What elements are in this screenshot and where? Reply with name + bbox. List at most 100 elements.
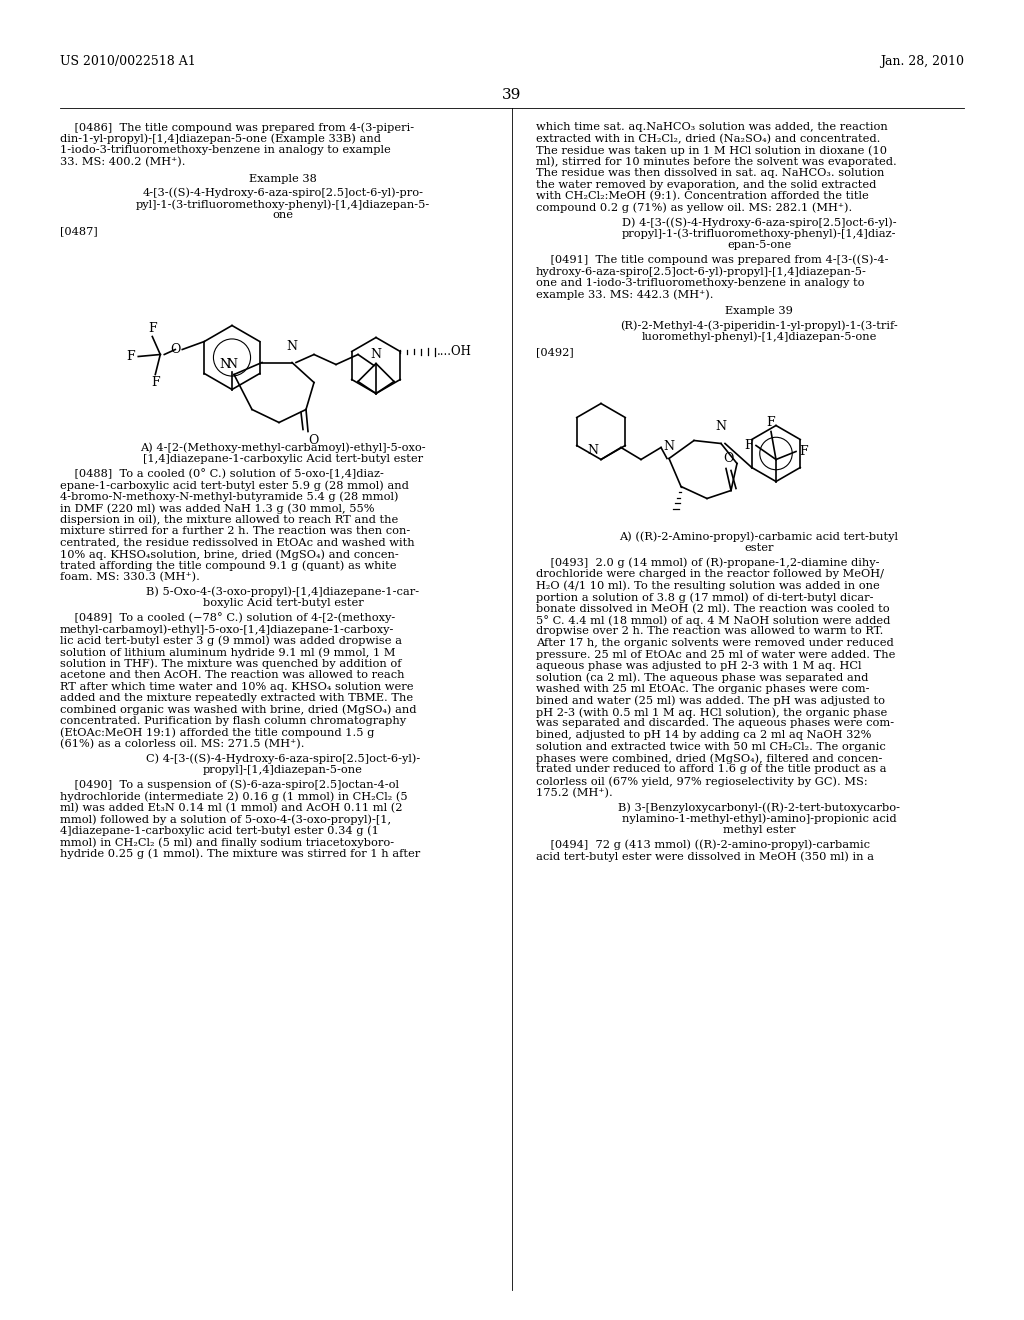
Text: which time sat. aq.NaHCO₃ solution was added, the reaction: which time sat. aq.NaHCO₃ solution was a… (536, 121, 888, 132)
Text: The residue was taken up in 1 M HCl solution in dioxane (10: The residue was taken up in 1 M HCl solu… (536, 145, 887, 156)
Text: C) 4-[3-((S)-4-Hydroxy-6-aza-spiro[2.5]oct-6-yl)-: C) 4-[3-((S)-4-Hydroxy-6-aza-spiro[2.5]o… (145, 754, 420, 764)
Text: nylamino-1-methyl-ethyl)-amino]-propionic acid: nylamino-1-methyl-ethyl)-amino]-propioni… (622, 813, 896, 824)
Text: methyl ester: methyl ester (723, 825, 796, 836)
Text: hydroxy-6-aza-spiro[2.5]oct-6-yl)-propyl]-[1,4]diazepan-5-: hydroxy-6-aza-spiro[2.5]oct-6-yl)-propyl… (536, 267, 867, 277)
Text: epane-1-carboxylic acid tert-butyl ester 5.9 g (28 mmol) and: epane-1-carboxylic acid tert-butyl ester… (60, 480, 409, 491)
Text: the water removed by evaporation, and the solid extracted: the water removed by evaporation, and th… (536, 180, 877, 190)
Text: After 17 h, the organic solvents were removed under reduced: After 17 h, the organic solvents were re… (536, 638, 894, 648)
Text: The residue was then dissolved in sat. aq. NaHCO₃. solution: The residue was then dissolved in sat. a… (536, 168, 885, 178)
Text: [1,4]diazepane-1-carboxylic Acid tert-butyl ester: [1,4]diazepane-1-carboxylic Acid tert-bu… (143, 454, 423, 465)
Text: trated under reduced to afford 1.6 g of the title product as a: trated under reduced to afford 1.6 g of … (536, 764, 887, 775)
Text: portion a solution of 3.8 g (17 mmol) of di-tert-butyl dicar-: portion a solution of 3.8 g (17 mmol) of… (536, 591, 873, 602)
Text: example 33. MS: 442.3 (MH⁺).: example 33. MS: 442.3 (MH⁺). (536, 289, 714, 300)
Text: pyl]-1-(3-trifluoromethoxy-phenyl)-[1,4]diazepan-5-: pyl]-1-(3-trifluoromethoxy-phenyl)-[1,4]… (136, 199, 430, 210)
Text: drochloride were charged in the reactor followed by MeOH/: drochloride were charged in the reactor … (536, 569, 884, 579)
Text: 4-[3-((S)-4-Hydroxy-6-aza-spiro[2.5]oct-6-yl)-pro-: 4-[3-((S)-4-Hydroxy-6-aza-spiro[2.5]oct-… (142, 187, 424, 198)
Text: F: F (767, 416, 775, 429)
Text: Example 38: Example 38 (249, 174, 317, 183)
Text: epan-5-one: epan-5-one (727, 240, 792, 249)
Text: (EtOAc:MeOH 19:1) afforded the title compound 1.5 g: (EtOAc:MeOH 19:1) afforded the title com… (60, 727, 375, 738)
Text: din-1-yl-propyl)-[1,4]diazepan-5-one (Example 33B) and: din-1-yl-propyl)-[1,4]diazepan-5-one (Ex… (60, 133, 381, 144)
Text: A) ((R)-2-Amino-propyl)-carbamic acid tert-butyl: A) ((R)-2-Amino-propyl)-carbamic acid te… (620, 532, 898, 543)
Text: (61%) as a colorless oil. MS: 271.5 (MH⁺).: (61%) as a colorless oil. MS: 271.5 (MH⁺… (60, 739, 304, 750)
Text: one: one (272, 210, 294, 220)
Text: phases were combined, dried (MgSO₄), filtered and concen-: phases were combined, dried (MgSO₄), fil… (536, 752, 883, 763)
Text: [0486]  The title compound was prepared from 4-(3-piperi-: [0486] The title compound was prepared f… (60, 121, 414, 132)
Text: mixture stirred for a further 2 h. The reaction was then con-: mixture stirred for a further 2 h. The r… (60, 525, 411, 536)
Text: [0491]  The title compound was prepared from 4-[3-((S)-4-: [0491] The title compound was prepared f… (536, 255, 889, 265)
Text: N: N (226, 358, 238, 371)
Text: N: N (664, 441, 675, 454)
Text: F: F (151, 376, 160, 389)
Text: propyl]-[1,4]diazepan-5-one: propyl]-[1,4]diazepan-5-one (203, 766, 362, 775)
Text: ml), stirred for 10 minutes before the solvent was evaporated.: ml), stirred for 10 minutes before the s… (536, 157, 897, 168)
Text: [0487]: [0487] (60, 226, 97, 236)
Text: washed with 25 ml EtOAc. The organic phases were com-: washed with 25 ml EtOAc. The organic pha… (536, 684, 869, 694)
Text: 39: 39 (503, 88, 521, 102)
Text: B) 5-Oxo-4-(3-oxo-propyl)-[1,4]diazepane-1-car-: B) 5-Oxo-4-(3-oxo-propyl)-[1,4]diazepane… (146, 586, 420, 597)
Text: bined and water (25 ml) was added. The pH was adjusted to: bined and water (25 ml) was added. The p… (536, 696, 885, 706)
Text: 1-iodo-3-trifluoromethoxy-benzene in analogy to example: 1-iodo-3-trifluoromethoxy-benzene in ana… (60, 145, 391, 154)
Text: combined organic was washed with brine, dried (MgSO₄) and: combined organic was washed with brine, … (60, 705, 417, 715)
Text: F: F (744, 440, 753, 451)
Text: acid tert-butyl ester were dissolved in MeOH (350 ml) in a: acid tert-butyl ester were dissolved in … (536, 851, 874, 862)
Text: ....OH: ....OH (437, 345, 472, 358)
Text: (R)-2-Methyl-4-(3-piperidin-1-yl-propyl)-1-(3-trif-: (R)-2-Methyl-4-(3-piperidin-1-yl-propyl)… (621, 319, 898, 330)
Text: Example 39: Example 39 (725, 306, 793, 317)
Text: O: O (308, 433, 318, 446)
Text: dispersion in oil), the mixture allowed to reach RT and the: dispersion in oil), the mixture allowed … (60, 515, 398, 525)
Text: N: N (587, 444, 598, 457)
Text: 33. MS: 400.2 (MH⁺).: 33. MS: 400.2 (MH⁺). (60, 157, 185, 166)
Text: centrated, the residue redissolved in EtOAc and washed with: centrated, the residue redissolved in Et… (60, 537, 415, 548)
Text: O: O (170, 343, 180, 356)
Text: solution of lithium aluminum hydride 9.1 ml (9 mmol, 1 M: solution of lithium aluminum hydride 9.1… (60, 647, 395, 657)
Text: pressure. 25 ml of EtOAc and 25 ml of water were added. The: pressure. 25 ml of EtOAc and 25 ml of wa… (536, 649, 895, 660)
Text: propyl]-1-(3-trifluoromethoxy-phenyl)-[1,4]diaz-: propyl]-1-(3-trifluoromethoxy-phenyl)-[1… (622, 228, 896, 239)
Text: extracted with in CH₂Cl₂, dried (Na₂SO₄) and concentrated.: extracted with in CH₂Cl₂, dried (Na₂SO₄)… (536, 133, 881, 144)
Text: [0493]  2.0 g (14 mmol) of (R)-propane-1,2-diamine dihy-: [0493] 2.0 g (14 mmol) of (R)-propane-1,… (536, 557, 880, 568)
Text: [0488]  To a cooled (0° C.) solution of 5-oxo-[1,4]diaz-: [0488] To a cooled (0° C.) solution of 5… (60, 469, 384, 479)
Text: compound 0.2 g (71%) as yellow oil. MS: 282.1 (MH⁺).: compound 0.2 g (71%) as yellow oil. MS: … (536, 202, 852, 213)
Text: foam. MS: 330.3 (MH⁺).: foam. MS: 330.3 (MH⁺). (60, 572, 200, 582)
Text: [0489]  To a cooled (−78° C.) solution of 4-[2-(methoxy-: [0489] To a cooled (−78° C.) solution of… (60, 612, 395, 623)
Text: boxylic Acid tert-butyl ester: boxylic Acid tert-butyl ester (203, 598, 364, 609)
Text: solution and extracted twice with 50 ml CH₂Cl₂. The organic: solution and extracted twice with 50 ml … (536, 742, 886, 751)
Text: RT after which time water and 10% aq. KHSO₄ solution were: RT after which time water and 10% aq. KH… (60, 681, 414, 692)
Text: ml) was added Et₃N 0.14 ml (1 mmol) and AcOH 0.11 ml (2: ml) was added Et₃N 0.14 ml (1 mmol) and … (60, 803, 402, 813)
Text: mmol) in CH₂Cl₂ (5 ml) and finally sodium triacetoxyboro-: mmol) in CH₂Cl₂ (5 ml) and finally sodiu… (60, 837, 394, 847)
Text: N: N (716, 421, 726, 433)
Text: [0492]: [0492] (536, 347, 573, 356)
Text: N: N (371, 347, 382, 360)
Text: mmol) followed by a solution of 5-oxo-4-(3-oxo-propyl)-[1,: mmol) followed by a solution of 5-oxo-4-… (60, 814, 391, 825)
Text: bined, adjusted to pH 14 by adding ca 2 ml aq NaOH 32%: bined, adjusted to pH 14 by adding ca 2 … (536, 730, 871, 741)
Text: with CH₂Cl₂:MeOH (9:1). Concentration afforded the title: with CH₂Cl₂:MeOH (9:1). Concentration af… (536, 191, 868, 202)
Text: 10% aq. KHSO₄solution, brine, dried (MgSO₄) and concen-: 10% aq. KHSO₄solution, brine, dried (MgS… (60, 549, 398, 560)
Text: 4]diazepane-1-carboxylic acid tert-butyl ester 0.34 g (1: 4]diazepane-1-carboxylic acid tert-butyl… (60, 825, 379, 836)
Text: 5° C. 4.4 ml (18 mmol) of aq. 4 M NaOH solution were added: 5° C. 4.4 ml (18 mmol) of aq. 4 M NaOH s… (536, 615, 891, 626)
Text: dropwise over 2 h. The reaction was allowed to warm to RT.: dropwise over 2 h. The reaction was allo… (536, 627, 884, 636)
Text: Jan. 28, 2010: Jan. 28, 2010 (880, 55, 964, 69)
Text: solution (ca 2 ml). The aqueous phase was separated and: solution (ca 2 ml). The aqueous phase wa… (536, 672, 868, 682)
Text: lic acid tert-butyl ester 3 g (9 mmol) was added dropwise a: lic acid tert-butyl ester 3 g (9 mmol) w… (60, 635, 402, 645)
Text: [0494]  72 g (413 mmol) ((R)-2-amino-propyl)-carbamic: [0494] 72 g (413 mmol) ((R)-2-amino-prop… (536, 840, 870, 850)
Text: [0490]  To a suspension of (S)-6-aza-spiro[2.5]octan-4-ol: [0490] To a suspension of (S)-6-aza-spir… (60, 780, 399, 791)
Text: trated affording the title compound 9.1 g (quant) as white: trated affording the title compound 9.1 … (60, 561, 396, 572)
Text: hydride 0.25 g (1 mmol). The mixture was stirred for 1 h after: hydride 0.25 g (1 mmol). The mixture was… (60, 849, 420, 859)
Text: concentrated. Purification by flash column chromatography: concentrated. Purification by flash colu… (60, 715, 407, 726)
Text: O: O (723, 453, 733, 466)
Text: F: F (127, 350, 135, 363)
Text: N: N (287, 339, 298, 352)
Text: F: F (148, 322, 157, 334)
Text: colorless oil (67% yield, 97% regioselectivity by GC). MS:: colorless oil (67% yield, 97% regioselec… (536, 776, 867, 787)
Text: US 2010/0022518 A1: US 2010/0022518 A1 (60, 55, 196, 69)
Text: methyl-carbamoyl)-ethyl]-5-oxo-[1,4]diazepane-1-carboxy-: methyl-carbamoyl)-ethyl]-5-oxo-[1,4]diaz… (60, 624, 394, 635)
Text: H₂O (4/1 10 ml). To the resulting solution was added in one: H₂O (4/1 10 ml). To the resulting soluti… (536, 581, 880, 591)
Text: N: N (219, 359, 230, 371)
Text: ester: ester (744, 543, 774, 553)
Text: B) 3-[Benzyloxycarbonyl-((R)-2-tert-butoxycarbo-: B) 3-[Benzyloxycarbonyl-((R)-2-tert-buto… (618, 803, 900, 813)
Text: pH 2-3 (with 0.5 ml 1 M aq. HCl solution), the organic phase: pH 2-3 (with 0.5 ml 1 M aq. HCl solution… (536, 708, 887, 718)
Text: A) 4-[2-(Methoxy-methyl-carbamoyl)-ethyl]-5-oxo-: A) 4-[2-(Methoxy-methyl-carbamoyl)-ethyl… (140, 442, 426, 453)
Text: 175.2 (MH⁺).: 175.2 (MH⁺). (536, 788, 612, 797)
Text: 4-bromo-N-methoxy-N-methyl-butyramide 5.4 g (28 mmol): 4-bromo-N-methoxy-N-methyl-butyramide 5.… (60, 491, 398, 502)
Text: added and the mixture repeatedly extracted with TBME. The: added and the mixture repeatedly extract… (60, 693, 413, 704)
